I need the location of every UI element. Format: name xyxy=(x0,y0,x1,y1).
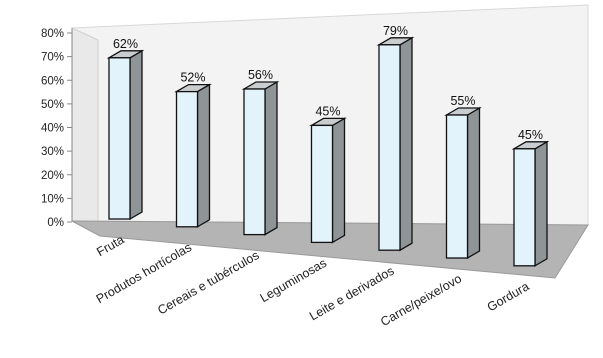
y-tick-label: 70% xyxy=(41,52,64,64)
bar: 56% xyxy=(241,68,280,236)
bar-front-face xyxy=(108,57,131,220)
bar: 45% xyxy=(511,128,550,267)
bar-side-face xyxy=(129,49,143,221)
y-tick-label: 50% xyxy=(41,99,64,111)
x-category-label: Gordura xyxy=(485,279,532,314)
bar-side-face xyxy=(331,117,346,244)
y-axis-ticks: 0% 10% 20% 30% 40% 50% 60% 70% 80% xyxy=(41,28,72,229)
bar-value-label: 52% xyxy=(180,71,205,85)
y-tick-label: 30% xyxy=(41,146,64,158)
y-tick-label: 0% xyxy=(47,217,64,229)
bar-front-face xyxy=(513,148,536,267)
bar-value-label: 56% xyxy=(248,68,273,82)
bar: 55% xyxy=(444,94,482,260)
bar: 45% xyxy=(309,104,347,244)
y-tick-label: 40% xyxy=(41,123,64,135)
bar-value-label: 45% xyxy=(518,128,543,142)
x-category-label: Leguminosas xyxy=(258,256,329,305)
bar-front-face xyxy=(243,88,266,236)
y-tick-label: 60% xyxy=(41,75,64,87)
bar-front-face xyxy=(378,44,401,251)
bar-value-label: 45% xyxy=(315,104,340,118)
bar-value-label: 62% xyxy=(113,37,138,51)
bar-side-face xyxy=(534,140,548,267)
bar-value-label: 79% xyxy=(383,24,408,38)
bar-side-face xyxy=(264,80,278,236)
bar-front-face xyxy=(175,90,199,228)
bar-side-face xyxy=(196,83,211,228)
bar-side-face xyxy=(466,106,481,260)
bar-side-face xyxy=(399,36,413,252)
bars-group: 62% 52% 56% 45% 79% 55% 45% xyxy=(106,24,550,267)
y-tick-label: 10% xyxy=(41,193,64,205)
bar-front-face xyxy=(445,114,469,259)
bar-front-face xyxy=(310,124,334,244)
bar: 62% xyxy=(106,37,145,221)
bar: 52% xyxy=(174,71,212,228)
bar-value-label: 55% xyxy=(450,94,475,108)
bar: 79% xyxy=(376,24,415,252)
y-tick-label: 80% xyxy=(41,28,64,40)
y-tick-label: 20% xyxy=(41,170,64,182)
chart-side-wall xyxy=(71,27,99,236)
x-category-label: Carne/peixe/ovo xyxy=(378,271,464,329)
